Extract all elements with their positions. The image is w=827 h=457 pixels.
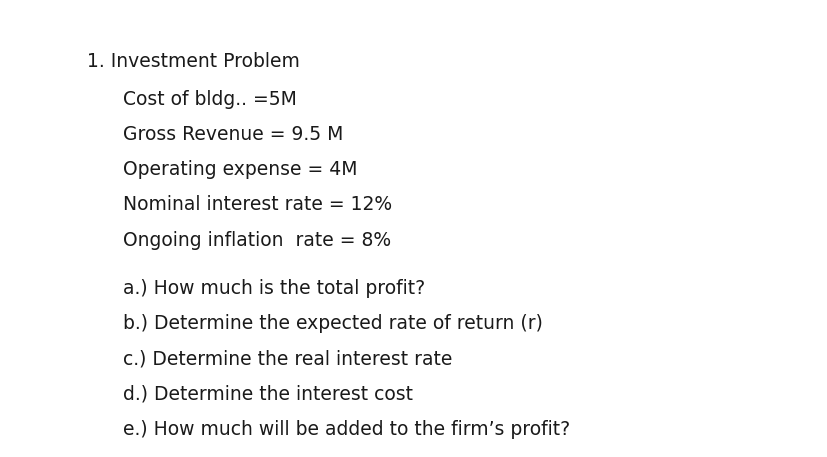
Text: Gross Revenue = 9.5 M: Gross Revenue = 9.5 M — [122, 125, 342, 144]
Text: Cost of bldg.. =5M: Cost of bldg.. =5M — [122, 90, 296, 109]
Text: d.) Determine the interest cost: d.) Determine the interest cost — [122, 384, 412, 404]
Text: 1. Investment Problem: 1. Investment Problem — [87, 52, 299, 71]
Text: Operating expense = 4M: Operating expense = 4M — [122, 160, 356, 179]
Text: c.) Determine the real interest rate: c.) Determine the real interest rate — [122, 349, 452, 368]
Text: Ongoing inflation  rate = 8%: Ongoing inflation rate = 8% — [122, 230, 390, 250]
Text: Nominal interest rate = 12%: Nominal interest rate = 12% — [122, 195, 391, 214]
Text: a.) How much is the total profit?: a.) How much is the total profit? — [122, 279, 424, 298]
Text: e.) How much will be added to the firm’s profit?: e.) How much will be added to the firm’s… — [122, 420, 569, 439]
Text: b.) Determine the expected rate of return (r): b.) Determine the expected rate of retur… — [122, 314, 542, 333]
